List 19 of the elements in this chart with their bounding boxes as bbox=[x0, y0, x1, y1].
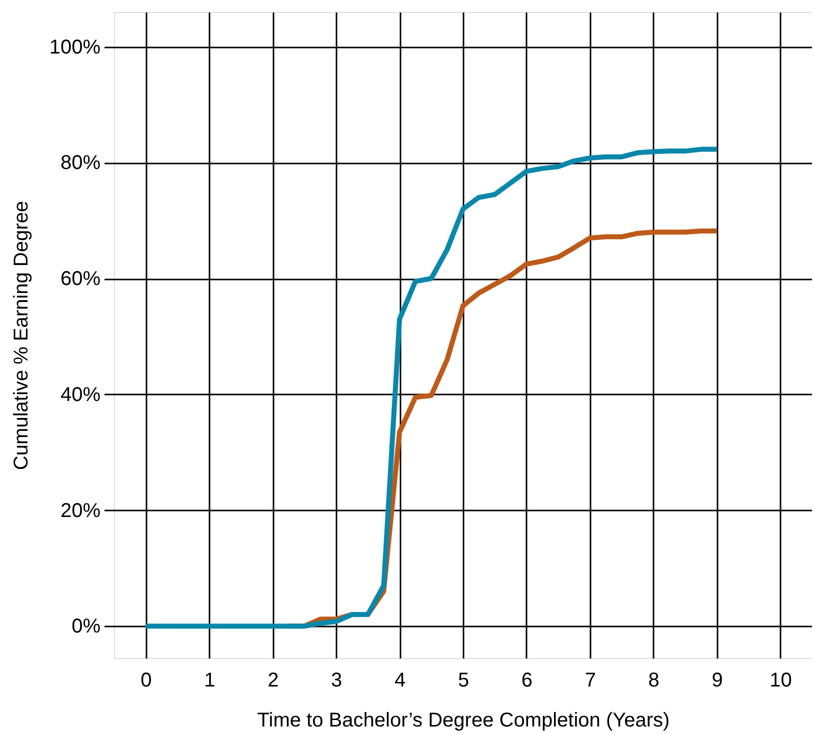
y-tick-label: 0% bbox=[72, 616, 101, 638]
x-tick-label: 7 bbox=[584, 670, 596, 692]
y-tick-label: 20% bbox=[60, 500, 101, 522]
x-tick-label: 4 bbox=[394, 670, 406, 692]
y-tick-label: 80% bbox=[60, 152, 101, 174]
y-tick-label: 100% bbox=[49, 36, 101, 58]
y-tick-label: 40% bbox=[60, 384, 101, 406]
y-tick-label: 60% bbox=[60, 268, 101, 290]
x-tick-label: 5 bbox=[458, 670, 470, 692]
x-tick-label: 0 bbox=[140, 670, 152, 692]
x-axis-title: Time to Bachelor’s Degree Completion (Years) bbox=[257, 710, 670, 732]
x-tick-label: 1 bbox=[204, 670, 216, 692]
y-axis-title: Cumulative % Earning Degree bbox=[10, 200, 32, 470]
x-tick-label: 9 bbox=[712, 670, 723, 692]
x-tick-label: 10 bbox=[770, 670, 792, 692]
x-tick-label: 3 bbox=[331, 670, 342, 692]
x-tick-label: 2 bbox=[268, 670, 279, 692]
x-tick-label: 6 bbox=[521, 670, 533, 692]
x-tick-label: 8 bbox=[648, 670, 660, 692]
